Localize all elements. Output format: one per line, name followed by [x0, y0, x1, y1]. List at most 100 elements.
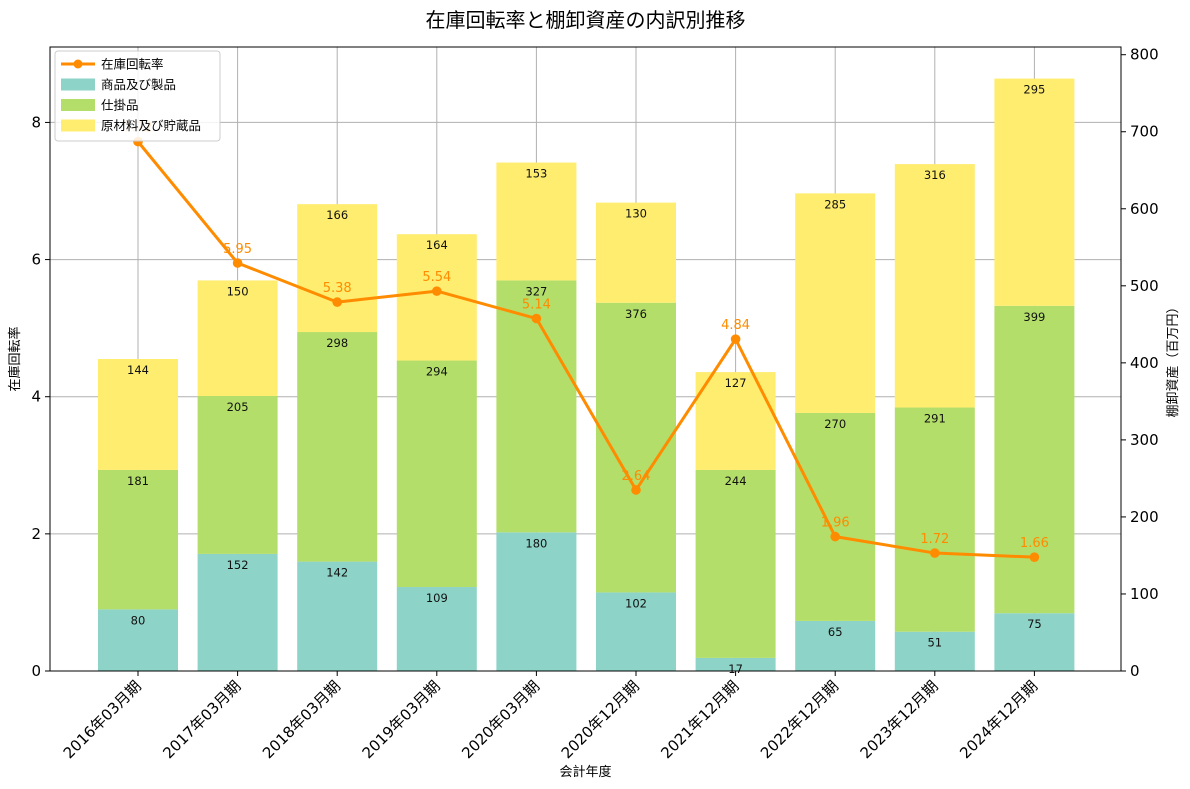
bar-value-label: 316: [924, 168, 946, 182]
bar-value-label: 298: [326, 336, 348, 350]
bar-segment: [994, 305, 1075, 614]
x-tick-label: 2020年12月期: [558, 677, 643, 762]
bars: 80 181 144 152 205 150 142 298 166 109 294 164 180 32…: [98, 78, 1075, 676]
bar-value-label: 164: [426, 238, 448, 252]
bar-value-label: 181: [127, 474, 149, 488]
bar-value-label: 180: [525, 536, 547, 550]
bar-segment: [695, 372, 776, 470]
x-tick-label: 2021年12月期: [657, 677, 742, 762]
y-left-tick-label: 0: [31, 662, 41, 680]
y-right-tick-label: 100: [1130, 585, 1159, 603]
bar-segment: [994, 613, 1075, 671]
bar-segment: [496, 162, 577, 281]
y-right-tick-label: 200: [1130, 508, 1159, 526]
bar-value-label: 244: [725, 474, 747, 488]
turnover-line: 7.725.955.385.545.142.644.841.961.721.66: [124, 121, 1049, 562]
bar-segment: [396, 360, 477, 588]
turnover-point: [432, 286, 442, 296]
bar-value-label: 75: [1027, 617, 1042, 631]
y-right-tick-label: 0: [1130, 662, 1140, 680]
bar-segment: [795, 412, 876, 621]
y-right-tick-label: 400: [1130, 354, 1159, 372]
legend-label: 商品及び製品: [101, 77, 176, 92]
turnover-point: [1029, 552, 1040, 562]
bar-value-label: 144: [127, 363, 149, 377]
x-tick-label: 2016年03月期: [60, 677, 145, 762]
x-tick-label: 2023年12月期: [857, 677, 942, 762]
chart-title: 在庫回転率と棚卸資産の内訳別推移: [426, 8, 746, 32]
bar-segment: [795, 193, 876, 413]
turnover-value-label: 1.72: [920, 532, 949, 547]
legend-swatch: [61, 119, 95, 132]
turnover-value-label: 2.64: [622, 469, 651, 484]
legend-label: 原材料及び貯蔵品: [101, 118, 201, 133]
legend-box: [54, 50, 221, 142]
bar-value-label: 294: [426, 365, 448, 379]
turnover-point: [332, 297, 343, 307]
x-tick-label: 2020年03月期: [458, 677, 543, 762]
legend-swatch: [61, 99, 95, 111]
turnover-value-label: 4.84: [721, 318, 750, 333]
y-left-tick-label: 4: [31, 388, 41, 406]
legend-line-marker: [73, 59, 83, 69]
turnover-point: [531, 313, 542, 324]
bar-value-label: 142: [326, 566, 348, 580]
legend-label: 在庫回転率: [101, 57, 164, 72]
bar-value-label: 150: [227, 284, 249, 298]
bar-segment: [496, 532, 577, 671]
bar-segment: [297, 332, 378, 562]
bar-value-label: 291: [924, 412, 946, 426]
bar-value-label: 327: [525, 284, 547, 298]
y-left-tick-label: 6: [31, 251, 41, 269]
bar-segment: [297, 561, 378, 671]
bar-segment: [695, 657, 776, 671]
turnover-value-label: 5.95: [223, 242, 252, 257]
turnover-point: [232, 258, 243, 268]
bar-value-label: 152: [227, 558, 249, 572]
turnover-value-label: 5.14: [522, 298, 551, 313]
bar-segment: [795, 620, 876, 671]
turnover-point: [830, 531, 840, 542]
y-left-tick-label: 2: [31, 525, 41, 543]
bar-value-label: 285: [824, 197, 846, 211]
legend-swatch: [61, 78, 95, 91]
bar-segment: [297, 204, 378, 333]
bar-segment: [396, 587, 477, 671]
x-tick-label: 2017年03月期: [159, 677, 244, 762]
bar-value-label: 270: [824, 417, 846, 431]
turnover-value-label: 1.96: [821, 516, 850, 531]
bar-value-label: 205: [227, 400, 249, 414]
bar-value-label: 102: [625, 596, 647, 610]
bar-segment: [994, 78, 1075, 306]
y-right-tick-label: 800: [1130, 46, 1159, 64]
bar-value-label: 295: [1023, 83, 1045, 97]
bar-segment: [98, 469, 178, 610]
bar-segment: [197, 553, 278, 671]
x-tick-label: 2022年12月期: [757, 677, 842, 762]
y-axis-left-title: 在庫回転率: [7, 326, 23, 391]
turnover-point: [930, 548, 940, 558]
bar-segment: [596, 202, 676, 303]
bar-segment: [98, 609, 178, 671]
plot-frame: [49, 46, 1122, 672]
bar-segment: [197, 280, 278, 396]
bar-segment: [894, 631, 975, 671]
x-tick-label: 2018年03月期: [259, 677, 344, 762]
bar-segment: [894, 407, 975, 632]
bar-value-label: 166: [326, 208, 348, 222]
bar-value-label: 17: [728, 662, 743, 676]
bar-value-label: 130: [625, 207, 647, 221]
bar-value-label: 153: [525, 167, 547, 181]
x-tick-label: 2024年12月期: [956, 677, 1041, 762]
y-right-tick-label: 500: [1130, 277, 1159, 295]
bar-segment: [98, 359, 178, 470]
bar-value-label: 51: [927, 636, 942, 650]
y-right-tick-label: 700: [1130, 123, 1159, 141]
bar-value-label: 65: [828, 625, 843, 639]
y-right-tick-label: 600: [1130, 200, 1159, 218]
turnover-line-path: [136, 140, 1035, 559]
turnover-point: [631, 485, 641, 495]
y-right-tick-label: 300: [1130, 431, 1159, 449]
bar-segment: [596, 592, 676, 671]
